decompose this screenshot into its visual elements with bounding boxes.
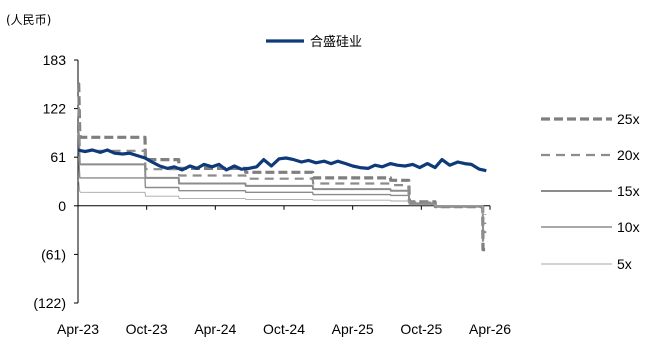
x-tick-label: Oct-25	[400, 321, 442, 337]
series-line-10x	[77, 156, 487, 225]
plot-lines	[77, 82, 487, 252]
series-line-15x	[77, 131, 487, 234]
legend-label: 20x	[617, 147, 640, 163]
unit-label: (人民币)	[6, 13, 51, 27]
x-tick-label: Apr-26	[469, 321, 511, 337]
x-tick-label: Oct-23	[126, 321, 168, 337]
legend: 合盛硅业 25x 20x 15x 10x 5x	[266, 35, 640, 272]
y-tick-label: (122)	[33, 295, 66, 311]
legend-label: 合盛硅业	[310, 35, 362, 50]
series-line-合盛硅业	[77, 148, 487, 173]
y-tick-label: (61)	[41, 246, 66, 262]
legend-label: 15x	[617, 183, 640, 199]
x-tick-label: Apr-25	[332, 321, 374, 337]
legend-label: 25x	[617, 111, 640, 127]
axes: 183 122 61 0 (61) (122) Apr-23 Oct-23 Apr-24 Oct-…	[33, 52, 511, 337]
legend-label: 10x	[617, 219, 640, 235]
x-tick-label: Apr-23	[57, 321, 99, 337]
x-tick-label: Apr-24	[194, 321, 236, 337]
y-tick-label: 183	[43, 52, 67, 68]
y-tick-label: 122	[43, 101, 67, 117]
y-tick-label: 0	[58, 198, 66, 214]
x-tick-label: Oct-24	[263, 321, 305, 337]
series-line-20x	[77, 106, 487, 242]
series-line-5x	[78, 180, 487, 216]
y-tick-label: 61	[50, 149, 66, 165]
legend-label: 5x	[617, 256, 632, 272]
series-line-25x	[77, 82, 487, 252]
